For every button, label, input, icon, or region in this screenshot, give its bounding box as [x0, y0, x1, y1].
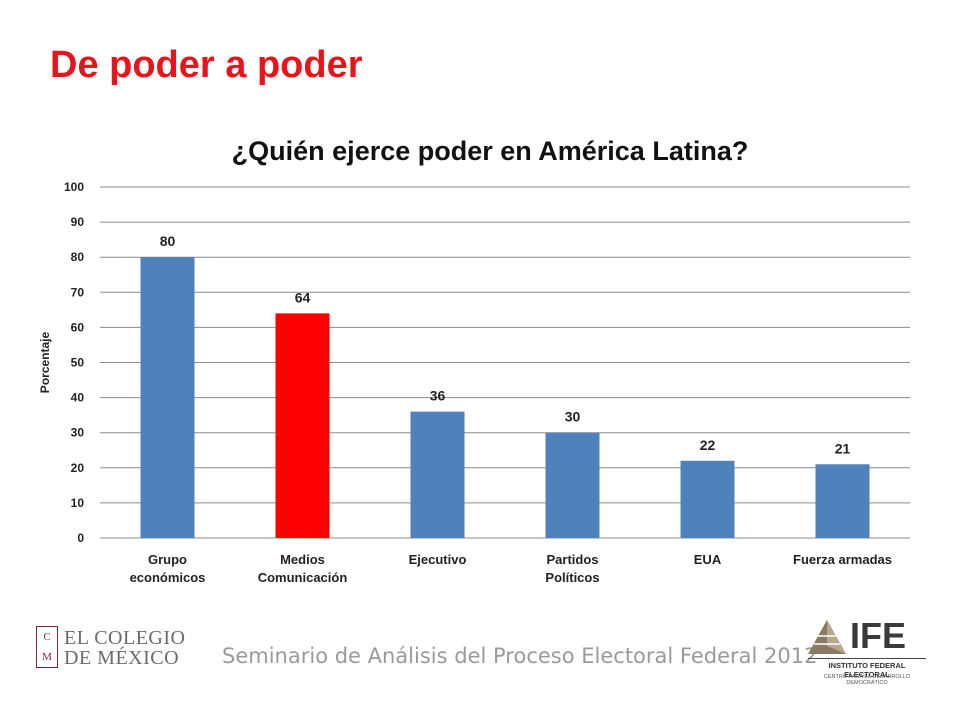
y-tick-label: 100	[64, 180, 84, 194]
colmex-logo: C M EL COLEGIO DE MÉXICO	[36, 626, 186, 672]
y-tick-label: 80	[71, 250, 85, 264]
data-label: 36	[430, 388, 446, 404]
y-tick-label: 40	[71, 391, 85, 405]
x-tick-label: Medios	[280, 552, 325, 567]
bar	[680, 460, 735, 538]
data-label: 21	[835, 440, 851, 456]
bar	[275, 313, 330, 538]
colmex-name-line: DE MÉXICO	[64, 647, 180, 669]
seal-letter: C	[43, 630, 51, 643]
seal-letter: M	[42, 650, 52, 663]
y-axis-label: Porcentaje	[38, 331, 52, 393]
chart-title: ¿Quién ejerce poder en América Latina?	[231, 136, 749, 166]
bar	[545, 432, 600, 538]
ife-logo: IFE INSTITUTO FEDERAL ELECTORAL CENTRO P…	[806, 616, 926, 686]
bar-chart: 0 10 20 30 40 50 60 70 80 90 100 Porcentaje 80 Grupo e…	[38, 180, 910, 585]
y-tick-label: 0	[77, 531, 84, 545]
ife-institution: INSTITUTO FEDERAL ELECTORAL	[808, 658, 926, 679]
colmex-name-line: EL COLEGIO	[64, 627, 186, 649]
y-tick-label: 90	[71, 215, 85, 229]
y-tick-label: 20	[71, 461, 85, 475]
ife-acronym: IFE	[850, 615, 907, 656]
x-tick-label: Grupo	[148, 552, 187, 567]
x-tick-label: Ejecutivo	[409, 552, 467, 567]
colmex-seal-icon: C M	[36, 626, 58, 668]
data-label: 64	[295, 289, 311, 305]
bar	[140, 257, 195, 538]
y-tick-label: 50	[71, 356, 85, 370]
ife-pyramid-icon	[808, 620, 846, 654]
x-tick-label: Partidos	[546, 552, 598, 567]
footer-text: Seminario de Análisis del Proceso Electo…	[222, 644, 818, 668]
x-tick-label: económicos	[130, 570, 206, 585]
x-tick-label: EUA	[694, 552, 722, 567]
x-tick-label: Comunicación	[258, 570, 348, 585]
x-tick-label: Políticos	[545, 570, 599, 585]
slide-title: De poder a poder	[50, 44, 363, 86]
data-label: 30	[565, 409, 581, 425]
bar	[815, 464, 870, 538]
data-label: 22	[700, 437, 716, 453]
y-tick-label: 10	[71, 496, 85, 510]
y-tick-label: 30	[71, 426, 85, 440]
y-tick-label: 70	[71, 285, 85, 299]
data-label: 80	[160, 233, 176, 249]
ife-subtitle: CENTRO PARA EL DESARROLLO DEMOCRÁTICO	[823, 674, 911, 686]
y-tick-label: 60	[71, 320, 85, 334]
colmex-name: EL COLEGIO DE MÉXICO	[64, 628, 185, 668]
bar	[410, 411, 465, 538]
x-tick-label: Fuerza armadas	[793, 552, 892, 567]
